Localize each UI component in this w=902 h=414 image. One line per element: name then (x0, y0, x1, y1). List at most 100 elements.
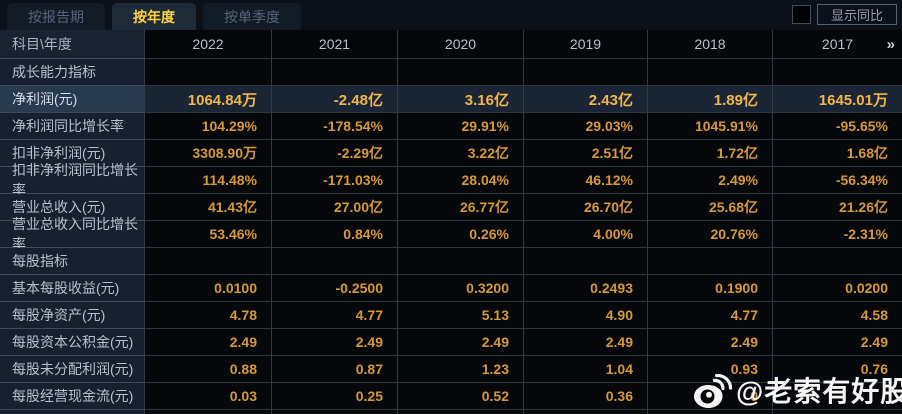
cell-value: 114.48% (145, 167, 272, 194)
cell-value (272, 248, 398, 275)
cell-value: 26.77亿 (398, 194, 524, 221)
row-label: 扣非净利润(元) (0, 140, 145, 167)
cell-value: 21.26亿 (773, 194, 902, 221)
cell-value: 41.43亿 (145, 194, 272, 221)
cell-value: 0 (648, 383, 773, 410)
row-label: 扣非净利润同比增长率 (0, 162, 145, 198)
table-row[interactable]: 每股指标 (0, 248, 902, 275)
row-label: 净利润同比增长率 (0, 113, 145, 140)
cell-value: 29.91% (398, 113, 524, 140)
cell-value: 0.0100 (145, 275, 272, 302)
year-header-2019: 2019 (524, 30, 648, 59)
table-row[interactable]: 成长能力指标 (0, 59, 902, 86)
cell-value: 1.68亿 (773, 140, 902, 167)
cell-value: 2.49 (648, 329, 773, 356)
cell-value: 2.49 (398, 329, 524, 356)
table-row[interactable]: 每股经营现金流(元) 0.03 0.25 0.52 0.36 0 (0, 383, 902, 410)
cell-value: 0.87 (272, 356, 398, 383)
cell-value: 0.2493 (524, 275, 648, 302)
year-header-2021: 2021 (272, 30, 398, 59)
cell-value: 0.0200 (773, 275, 902, 302)
cell-value: 4.58 (773, 302, 902, 329)
cell-value: 2.49 (524, 329, 648, 356)
table-row[interactable]: 净利润(元) 1064.84万 -2.48亿 3.16亿 2.43亿 1.89亿… (0, 86, 902, 113)
cell-value (145, 248, 272, 275)
cell-value: 3.16亿 (398, 86, 524, 113)
cell-value: 26.70亿 (524, 194, 648, 221)
row-label: 营业总收入同比增长率 (0, 216, 145, 252)
tab-single-quarter[interactable]: 按单季度 (203, 3, 301, 30)
cell-value: 0.3200 (398, 275, 524, 302)
row-label: 每股净资产(元) (0, 302, 145, 329)
year-header-2017: 2017 » (773, 30, 902, 59)
year-header-2018: 2018 (648, 30, 773, 59)
cell-value (145, 59, 272, 86)
table-row[interactable]: 营业总收入(元) 41.43亿 27.00亿 26.77亿 26.70亿 25.… (0, 194, 902, 221)
cell-value: 1645.01万 (773, 86, 902, 113)
row-label: 每股经营现金流(元) (0, 383, 145, 410)
cell-value (773, 59, 902, 86)
cell-value: 4.78 (145, 302, 272, 329)
cell-value: 0.03 (145, 383, 272, 410)
cell-value: 4.77 (272, 302, 398, 329)
table-row[interactable]: 每股资本公积金(元) 2.49 2.49 2.49 2.49 2.49 2.49 (0, 329, 902, 356)
cell-value: 2.49% (648, 167, 773, 194)
cell-value: 0.93 (648, 356, 773, 383)
row-label: 每股资本公积金(元) (0, 329, 145, 356)
cell-value: 0.52 (398, 383, 524, 410)
cell-value (524, 248, 648, 275)
cell-value: 27.00亿 (272, 194, 398, 221)
cell-value: 0.88 (145, 356, 272, 383)
cell-value: 2.49 (145, 329, 272, 356)
tab-annual[interactable]: 按年度 (112, 3, 196, 30)
cell-value (272, 59, 398, 86)
cell-value (524, 410, 648, 414)
table-row[interactable]: 营业总收入同比增长率 53.46% 0.84% 0.26% 4.00% 20.7… (0, 216, 902, 252)
cell-value: 2.49 (773, 329, 902, 356)
cell-value (398, 59, 524, 86)
cell-value: 2.51亿 (524, 140, 648, 167)
cell-value (648, 410, 773, 414)
year-header-2020: 2020 (398, 30, 524, 59)
cell-value: -95.65% (773, 113, 902, 140)
cell-value: 0.26% (398, 221, 524, 248)
cell-value (398, 248, 524, 275)
cell-value: 1.04 (524, 356, 648, 383)
cell-value: 3.22亿 (398, 140, 524, 167)
table-row[interactable]: 扣非净利润同比增长率 114.48% -171.03% 28.04% 46.12… (0, 162, 902, 198)
cell-value (272, 410, 398, 414)
partial-next-row (0, 410, 902, 414)
row-label (0, 410, 145, 414)
cell-value: 104.29% (145, 113, 272, 140)
row-label: 成长能力指标 (0, 59, 145, 86)
table-row[interactable]: 每股净资产(元) 4.78 4.77 5.13 4.90 4.77 4.58 (0, 302, 902, 329)
cell-value: -0.2500 (272, 275, 398, 302)
cell-value: 46.12% (524, 167, 648, 194)
cell-value: 0.36 (524, 383, 648, 410)
year-header-2022: 2022 (145, 30, 272, 59)
cell-value: 1.89亿 (648, 86, 773, 113)
cell-value: 53.46% (145, 221, 272, 248)
cell-value: -178.54% (272, 113, 398, 140)
table-row[interactable]: 扣非净利润(元) 3308.90万 -2.29亿 3.22亿 2.51亿 1.7… (0, 140, 902, 167)
cell-value (145, 410, 272, 414)
show-yoy-label[interactable]: 显示同比 (817, 4, 897, 25)
table-row[interactable]: 基本每股收益(元) 0.0100 -0.2500 0.3200 0.2493 0… (0, 275, 902, 302)
show-yoy-checkbox[interactable] (792, 5, 811, 24)
cell-value: 4.00% (524, 221, 648, 248)
cell-value (648, 59, 773, 86)
tabbar: 按报告期 按年度 按单季度 显示同比 (0, 0, 902, 30)
cell-value (773, 248, 902, 275)
cell-value (773, 383, 902, 410)
table-body: 成长能力指标 净利润(元) 1064.84万 -2.48亿 3.16亿 2.43… (0, 59, 902, 410)
scroll-right-icon[interactable]: » (886, 35, 895, 53)
cell-value: 1.72亿 (648, 140, 773, 167)
table-row[interactable]: 每股未分配利润(元) 0.88 0.87 1.23 1.04 0.93 0.76 (0, 356, 902, 383)
cell-value (398, 410, 524, 414)
table-row[interactable]: 净利润同比增长率 104.29% -178.54% 29.91% 29.03% … (0, 113, 902, 140)
cell-value: 29.03% (524, 113, 648, 140)
corner-header: 科目\年度 (0, 30, 145, 59)
cell-value: 4.77 (648, 302, 773, 329)
tab-report-period[interactable]: 按报告期 (7, 3, 105, 30)
